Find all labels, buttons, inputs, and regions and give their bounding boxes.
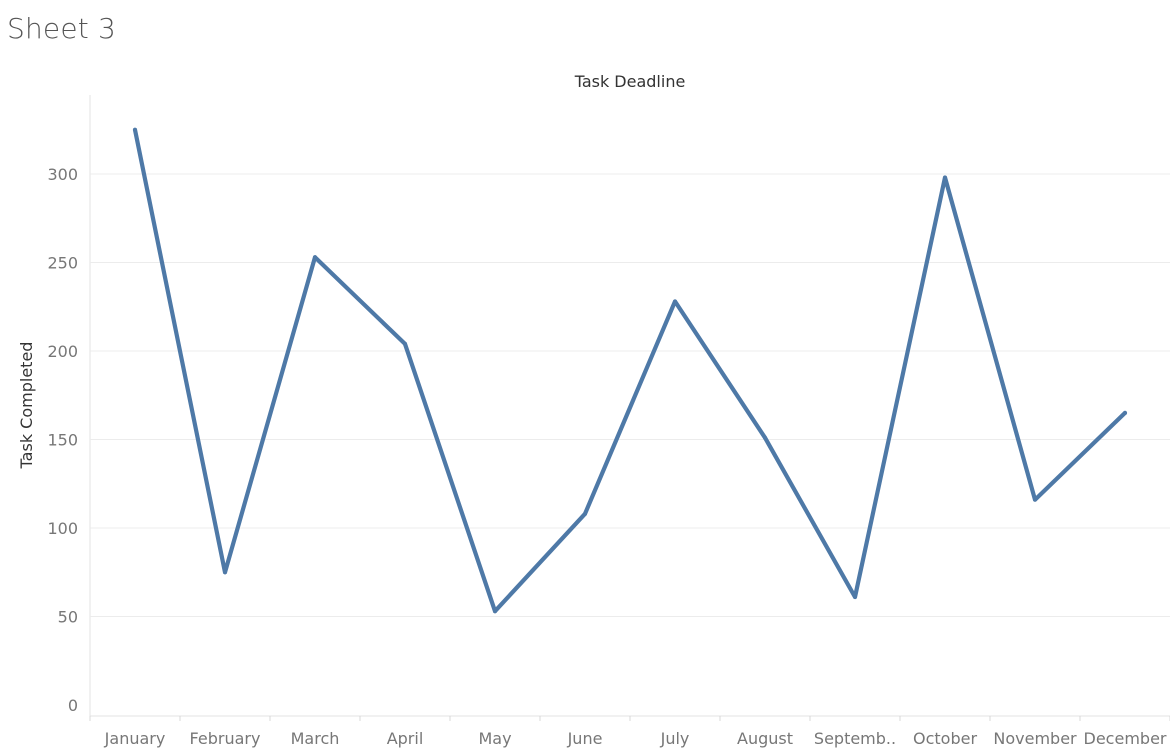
x-tick-label: August bbox=[737, 729, 793, 748]
x-axis-ticks: January February March April May June July Augu… bbox=[89, 716, 1170, 748]
y-tick-label: 100 bbox=[47, 519, 78, 538]
y-tick-label: 0 bbox=[68, 696, 78, 715]
y-tick-label: 50 bbox=[58, 608, 78, 627]
series-layer bbox=[132, 127, 1128, 614]
series-line bbox=[132, 127, 1128, 614]
data-point bbox=[853, 595, 857, 600]
x-tick-label: June bbox=[567, 729, 603, 748]
x-tick-label: January bbox=[104, 729, 166, 748]
x-tick-label: February bbox=[190, 729, 261, 748]
x-tick-label: March bbox=[291, 729, 340, 748]
x-tick-label: November bbox=[993, 729, 1077, 748]
data-point bbox=[133, 127, 137, 132]
data-point bbox=[1033, 497, 1037, 502]
data-point bbox=[403, 341, 407, 346]
y-tick-label: 300 bbox=[47, 165, 78, 184]
data-point bbox=[943, 175, 947, 180]
y-axis-ticks: 0 50 100 150 200 250 300 bbox=[47, 165, 78, 715]
data-point bbox=[763, 435, 767, 440]
data-point bbox=[583, 511, 587, 516]
sheet-title: Sheet 3 bbox=[7, 12, 117, 45]
data-point bbox=[493, 609, 497, 614]
y-axis-label: Task Completed bbox=[17, 342, 36, 470]
data-point bbox=[223, 570, 227, 575]
y-tick-label: 250 bbox=[47, 254, 78, 273]
y-tick-label: 150 bbox=[47, 431, 78, 450]
x-tick-label: December bbox=[1084, 729, 1167, 748]
data-point bbox=[673, 299, 677, 304]
x-tick-label: April bbox=[387, 729, 424, 748]
data-point bbox=[1123, 410, 1127, 415]
x-tick-label: May bbox=[478, 729, 511, 748]
x-tick-label: July bbox=[660, 729, 690, 748]
x-tick-label: Septemb.. bbox=[814, 729, 896, 748]
x-tick-label: October bbox=[913, 729, 977, 748]
data-point bbox=[313, 255, 317, 260]
y-tick-label: 200 bbox=[47, 342, 78, 361]
chart-title: Task Deadline bbox=[574, 72, 686, 91]
